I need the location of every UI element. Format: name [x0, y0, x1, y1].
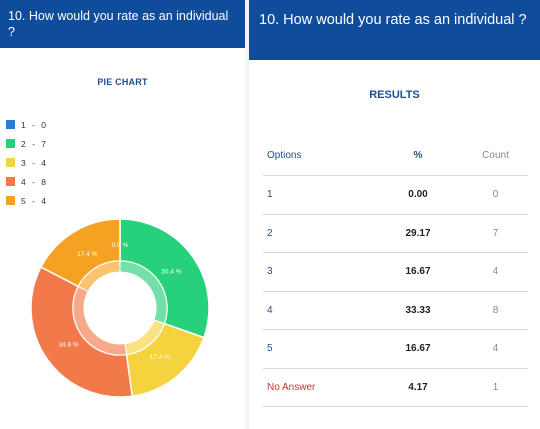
- legend-swatch: [6, 120, 15, 129]
- percent-cell: 0.00: [408, 189, 428, 201]
- question-header: 10. How would you rate as an individual …: [249, 0, 540, 60]
- percent-cell: 16.67: [405, 266, 431, 278]
- legend-item[interactable]: 4 - 8: [6, 172, 48, 191]
- chart-legend: 1 - 0 2 - 7 3 - 4 4 - 8 5 - 4: [6, 115, 48, 210]
- donut-chart[interactable]: 0.0 % 30.4 % 17.4 % 34.8 % 17.4 %: [30, 218, 210, 398]
- legend-item[interactable]: 1 - 0: [6, 115, 48, 134]
- option-cell: No Answer: [267, 381, 316, 393]
- option-cell: 2: [267, 227, 273, 239]
- table-row: 3 16.67 4: [263, 253, 528, 292]
- percent-cell: 4.17: [408, 381, 428, 393]
- results-table: Options % Count 1 0.00 0 2 29.17 7 3 16.…: [263, 136, 528, 407]
- count-cell: 8: [492, 304, 499, 316]
- table-row: 1 0.00 0: [263, 176, 528, 215]
- pie-slice-label: 0.0 %: [112, 242, 129, 249]
- column-header-count: Count: [482, 150, 509, 161]
- column-header-percent: %: [413, 150, 423, 161]
- question-header: 10. How would you rate as an individual …: [0, 0, 245, 48]
- percent-cell: 16.67: [405, 343, 431, 355]
- percent-cell: 33.33: [405, 304, 431, 316]
- legend-label: 3 - 4: [21, 157, 49, 168]
- table-row: 4 33.33 8: [263, 292, 528, 330]
- results-panel: 10. How would you rate as an individual …: [249, 0, 540, 429]
- percent-cell: 29.17: [405, 227, 431, 239]
- option-cell: 5: [267, 343, 273, 355]
- table-row: No Answer 4.17 1: [263, 369, 528, 407]
- pie-slice-label: 34.8 %: [58, 341, 78, 348]
- legend-swatch: [6, 177, 15, 186]
- legend-item[interactable]: 5 - 4: [6, 191, 48, 210]
- pie-slice-label: 30.4 %: [161, 269, 181, 276]
- pie-slice-inner-ring: [77, 260, 121, 293]
- results-title: RESULTS: [369, 89, 420, 101]
- table-header-row: Options % Count: [263, 136, 528, 176]
- count-cell: 7: [492, 227, 499, 239]
- legend-item[interactable]: 3 - 4: [6, 153, 48, 172]
- legend-swatch: [6, 139, 15, 148]
- legend-label: 2 - 7: [21, 138, 49, 149]
- table-row: 5 16.67 4: [263, 330, 528, 369]
- count-cell: 0: [492, 189, 499, 201]
- option-cell: 4: [267, 304, 273, 316]
- pie-slice-label: 17.4 %: [77, 251, 97, 258]
- chart-title: PIE CHART: [97, 77, 148, 87]
- legend-swatch: [6, 158, 15, 167]
- table-row: 2 29.17 7: [263, 215, 528, 253]
- option-cell: 3: [267, 266, 273, 278]
- legend-label: 1 - 0: [21, 119, 49, 130]
- pie-slice-label: 17.4 %: [150, 354, 170, 361]
- legend-item[interactable]: 2 - 7: [6, 134, 48, 153]
- option-cell: 1: [267, 189, 273, 201]
- legend-label: 5 - 4: [21, 195, 49, 206]
- count-cell: 1: [492, 381, 499, 393]
- legend-swatch: [6, 196, 15, 205]
- pie-chart-panel: 10. How would you rate as an individual …: [0, 0, 245, 429]
- legend-label: 4 - 8: [21, 176, 49, 187]
- count-cell: 4: [492, 343, 499, 355]
- count-cell: 4: [492, 266, 499, 278]
- column-header-options: Options: [267, 150, 302, 161]
